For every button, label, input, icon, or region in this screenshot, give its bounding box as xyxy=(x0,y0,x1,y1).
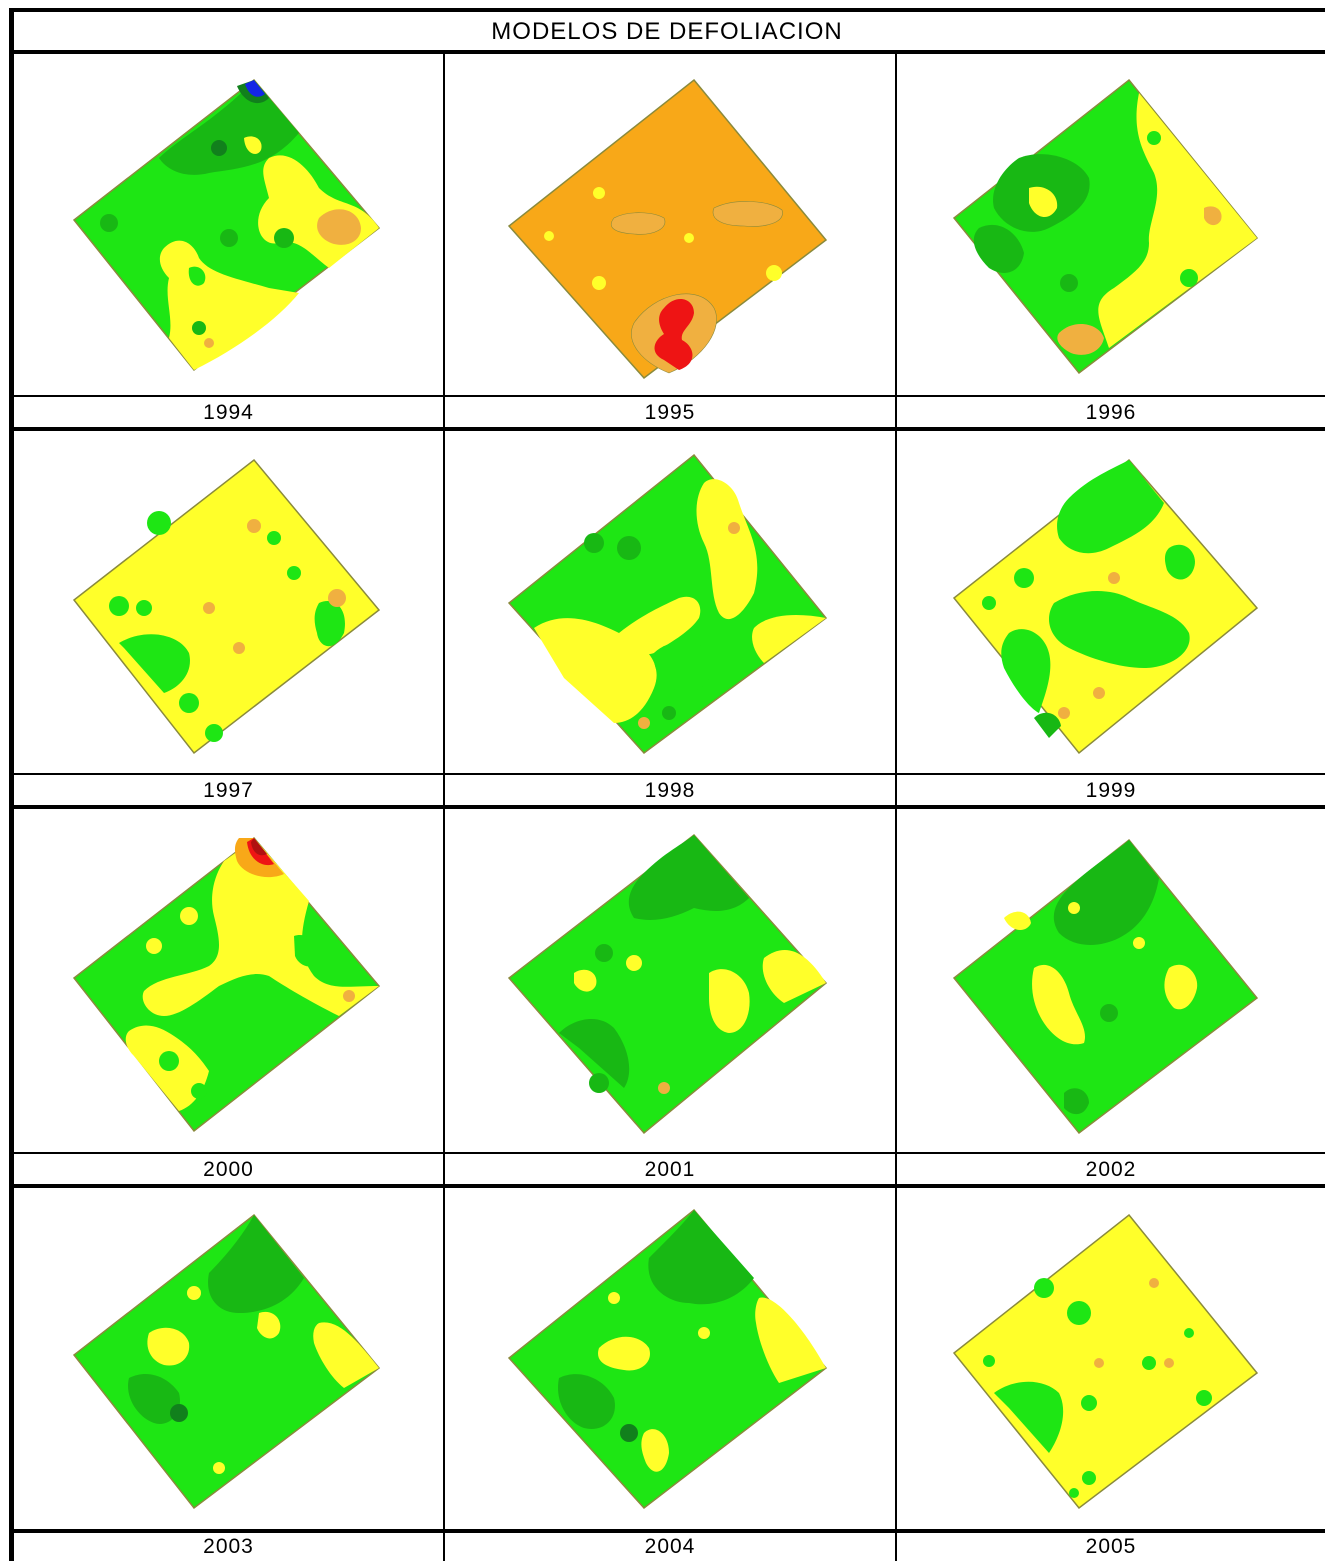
defoliation-map-1998 xyxy=(504,453,834,763)
defoliation-table: MODELOS DE DEFOLIACION 1994 1995 1996 19… xyxy=(9,8,1325,1561)
column-divider xyxy=(443,52,445,1561)
year-label: 2003 xyxy=(203,1535,254,1558)
row-divider xyxy=(9,1152,1325,1154)
year-label: 1998 xyxy=(644,779,696,802)
defoliation-map-1996 xyxy=(949,78,1269,378)
row-divider xyxy=(9,805,1325,809)
year-label: 1999 xyxy=(1085,779,1137,802)
defoliation-map-2004 xyxy=(504,1208,834,1518)
top-border xyxy=(9,8,1325,12)
year-label: 2005 xyxy=(1085,1535,1137,1558)
row-divider xyxy=(9,1529,1325,1533)
row-divider xyxy=(9,427,1325,431)
row-divider xyxy=(9,773,1325,775)
left-border xyxy=(9,8,14,1561)
defoliation-map-2001 xyxy=(504,833,834,1143)
defoliation-map-2005 xyxy=(949,1213,1269,1513)
year-label: 1994 xyxy=(203,401,254,424)
year-label: 1996 xyxy=(1085,401,1137,424)
year-label: 1997 xyxy=(203,779,254,802)
defoliation-map-2003 xyxy=(69,1213,389,1513)
row-divider xyxy=(9,395,1325,397)
column-divider xyxy=(895,52,897,1561)
defoliation-map-1995 xyxy=(504,78,834,388)
defoliation-map-1994 xyxy=(69,78,389,378)
year-label: 2004 xyxy=(644,1535,696,1558)
defoliation-map-2002 xyxy=(949,838,1269,1138)
year-label: 2000 xyxy=(203,1158,254,1181)
year-label: 2002 xyxy=(1085,1158,1137,1181)
defoliation-map-1999 xyxy=(949,458,1269,758)
row-divider xyxy=(9,1184,1325,1188)
defoliation-map-2000 xyxy=(69,836,389,1136)
title-divider xyxy=(9,50,1325,54)
table-title: MODELOS DE DEFOLIACION xyxy=(491,18,843,45)
year-label: 2001 xyxy=(644,1158,696,1181)
year-label: 1995 xyxy=(644,401,696,424)
defoliation-map-1997 xyxy=(69,458,389,758)
